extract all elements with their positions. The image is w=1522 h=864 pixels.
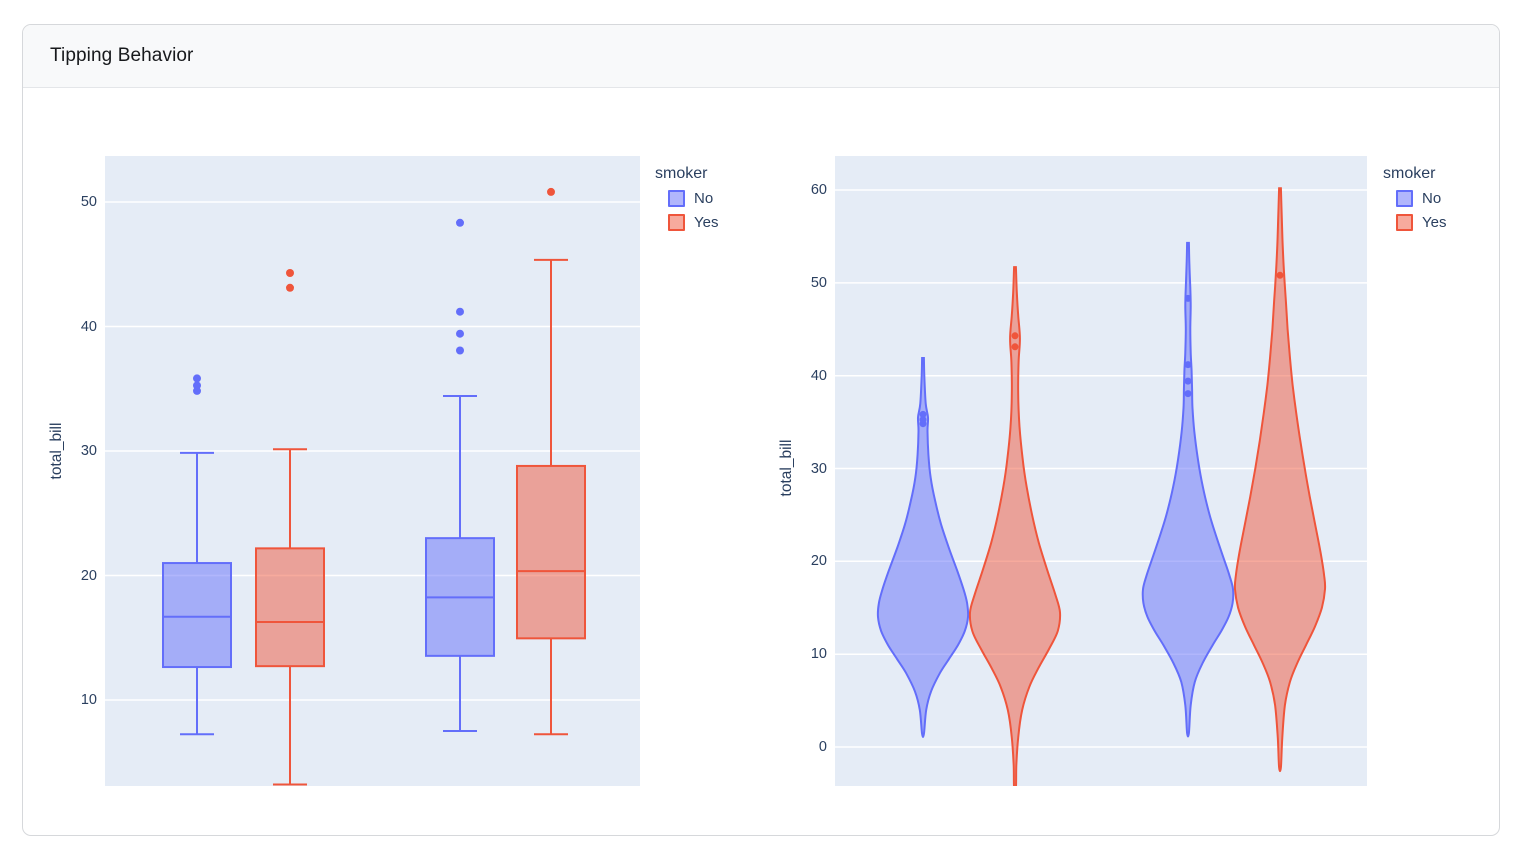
legend-item-no[interactable]: No — [1383, 190, 1446, 207]
box-no-group1[interactable] — [162, 374, 232, 736]
box-no-group2[interactable] — [425, 218, 495, 733]
y-tick-label: 20 — [80, 567, 97, 584]
legend-title: smoker — [655, 165, 708, 182]
violin-no-group1[interactable] — [876, 357, 970, 738]
y-tick-label: 40 — [80, 318, 97, 335]
violin-yes-group2[interactable] — [1233, 187, 1327, 773]
legend-label-no: No — [694, 190, 714, 207]
box-yes-group1[interactable] — [255, 269, 325, 786]
y-tick-label: 0 — [818, 739, 827, 755]
outlier-point[interactable] — [456, 307, 464, 316]
outlier-point[interactable] — [193, 374, 201, 383]
legend-item-yes[interactable]: Yes — [1383, 214, 1446, 231]
outlier-point[interactable] — [1184, 377, 1192, 385]
legend-item-yes[interactable]: Yes — [655, 214, 718, 231]
outlier-point[interactable] — [1011, 332, 1019, 340]
outlier-point[interactable] — [919, 416, 927, 424]
box-yes-group2[interactable] — [516, 187, 586, 736]
legend-violin-chart: smoker No Yes — [1383, 165, 1446, 231]
outlier-point[interactable] — [1011, 343, 1019, 351]
violin-no-group2[interactable] — [1141, 241, 1235, 738]
outlier-point[interactable] — [193, 381, 201, 390]
y-tick-label: 40 — [810, 367, 827, 384]
legend-title: smoker — [1383, 165, 1436, 182]
card-header: Tipping Behavior — [23, 25, 1499, 88]
page-title: Tipping Behavior — [50, 45, 194, 66]
outlier-point[interactable] — [547, 187, 555, 196]
outlier-point[interactable] — [1184, 361, 1192, 369]
box-chart-svg — [105, 187, 640, 786]
y-tick-label: 50 — [80, 194, 97, 210]
outlier-point[interactable] — [456, 329, 464, 338]
y-tick-label: 10 — [810, 646, 827, 663]
legend-label-no: No — [1422, 190, 1442, 207]
y-tick-label: 10 — [80, 692, 97, 708]
legend-label-yes: Yes — [1422, 214, 1447, 231]
outlier-point[interactable] — [286, 269, 294, 277]
outlier-point[interactable] — [286, 283, 294, 292]
y-tick-label: 60 — [810, 182, 827, 199]
outlier-point[interactable] — [1184, 294, 1192, 302]
violin-yes-group1[interactable] — [968, 266, 1062, 786]
no-swatch-icon — [668, 190, 685, 207]
outlier-point[interactable] — [1276, 271, 1284, 279]
outlier-point[interactable] — [1184, 390, 1192, 398]
y-tick-label: 20 — [810, 553, 827, 570]
legend-item-no[interactable]: No — [655, 190, 718, 207]
yes-swatch-icon — [1396, 214, 1413, 231]
y-tick-label: 50 — [810, 274, 827, 291]
legend-box-chart: smoker No Yes — [655, 165, 718, 231]
y-tick-label: 30 — [810, 460, 827, 477]
violin-chart-svg — [835, 187, 1367, 786]
legend-label-yes: Yes — [694, 214, 719, 231]
outlier-point[interactable] — [456, 346, 464, 355]
y-tick-label: 30 — [80, 443, 97, 459]
outlier-point[interactable] — [456, 218, 464, 227]
outlier-point[interactable] — [919, 410, 927, 418]
no-swatch-icon — [1396, 190, 1413, 207]
yes-swatch-icon — [668, 214, 685, 231]
